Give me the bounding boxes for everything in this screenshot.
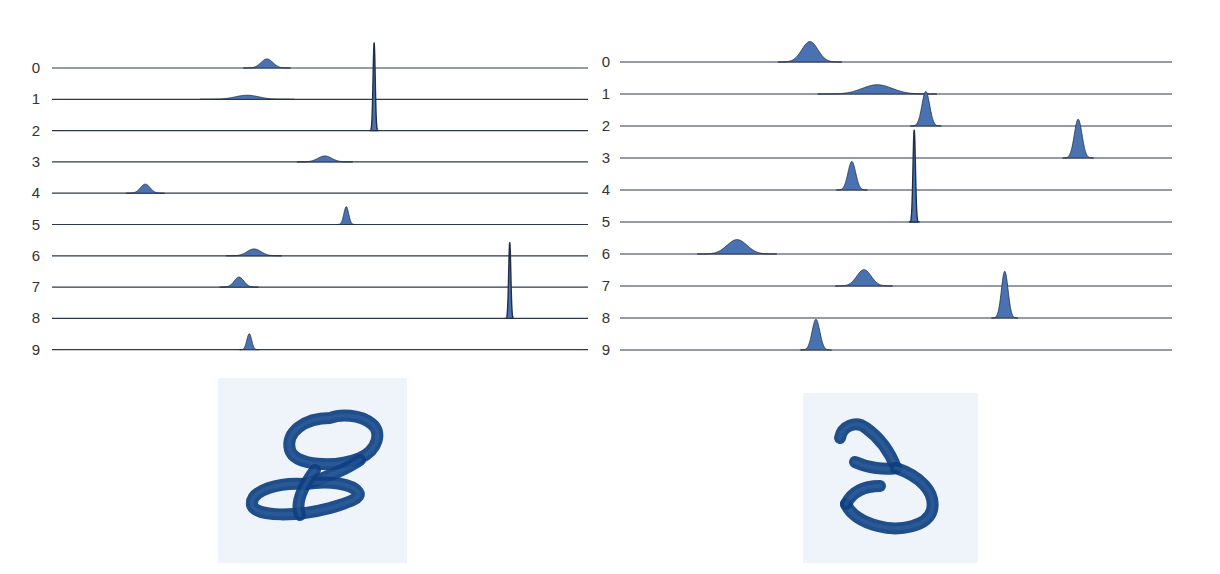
digit-image [218, 378, 407, 563]
row-label: 8 [32, 309, 40, 326]
density-peak [200, 95, 294, 99]
row-label: 5 [32, 216, 40, 233]
baseline [52, 130, 588, 131]
density-peak [801, 319, 832, 350]
density-peak [126, 184, 165, 193]
digit-stroke [299, 470, 315, 515]
baseline [620, 349, 1172, 350]
image-background [218, 378, 407, 563]
baseline [620, 317, 1172, 318]
row-label: 2 [602, 117, 610, 134]
row-label: 6 [32, 247, 40, 264]
baseline [52, 255, 588, 256]
row-label: 1 [32, 90, 40, 107]
density-peak [818, 85, 937, 94]
image-background [803, 393, 978, 563]
density-peak [243, 59, 290, 68]
row-label: 8 [602, 309, 610, 326]
density-peak [909, 130, 919, 222]
row-label: 7 [602, 277, 610, 294]
ridgeline-chart: 0 1 2 3 4 5 6 7 8 9 [32, 43, 588, 358]
baseline [52, 287, 588, 288]
row-label: 9 [32, 341, 40, 358]
digit-stroke [855, 462, 896, 469]
baseline [620, 221, 1172, 222]
row-label: 6 [602, 245, 610, 262]
density-peak [992, 271, 1018, 318]
density-peak [337, 207, 356, 225]
background [0, 0, 1220, 574]
digit-stroke [846, 486, 880, 504]
digit-image [803, 393, 978, 563]
density-peak [226, 249, 282, 256]
baseline [52, 224, 588, 225]
row-label: 7 [32, 278, 40, 295]
digit-stroke [840, 424, 896, 468]
row-label: 2 [32, 122, 40, 139]
baseline [620, 285, 1172, 286]
digit-stroke-highlight [855, 462, 896, 469]
row-label: 3 [32, 153, 40, 170]
density-peak [220, 277, 259, 287]
digit-stroke [846, 468, 933, 528]
digit-stroke-highlight [846, 468, 933, 528]
density-peak [778, 42, 842, 62]
row-label: 1 [602, 85, 610, 102]
density-peak [240, 334, 259, 350]
row-label: 5 [602, 213, 610, 230]
digit-stroke-highlight [846, 486, 880, 504]
baseline [620, 61, 1172, 62]
density-peak [297, 156, 353, 162]
digit-stroke-highlight [840, 424, 896, 468]
figure: 0 1 2 3 4 5 6 7 8 9 0 1 2 3 4 5 6 7 8 9 [0, 0, 1220, 574]
density-peak [697, 240, 776, 254]
baseline [52, 349, 588, 350]
density-peak [505, 243, 514, 319]
baseline [52, 67, 588, 68]
baseline [620, 189, 1172, 190]
baseline [620, 125, 1172, 126]
density-peak [836, 162, 867, 190]
baseline [52, 99, 588, 100]
row-label: 4 [32, 184, 40, 201]
ridgeline-chart: 0 1 2 3 4 5 6 7 8 9 [602, 42, 1172, 358]
digit-stroke-highlight [299, 470, 315, 515]
row-label: 3 [602, 149, 610, 166]
row-label: 0 [32, 59, 40, 76]
row-label: 0 [602, 53, 610, 70]
row-label: 9 [602, 341, 610, 358]
marks [697, 42, 1093, 350]
density-peak [370, 43, 379, 131]
density-peak [835, 270, 892, 286]
row-label: 4 [602, 181, 610, 198]
density-peak [1063, 119, 1094, 158]
density-peak [910, 91, 941, 126]
marks [126, 43, 514, 350]
